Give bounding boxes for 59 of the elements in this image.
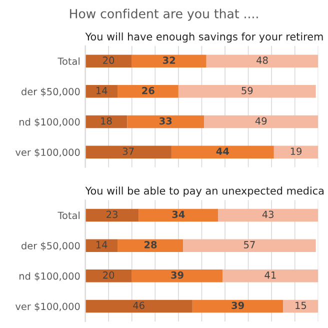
bar (85, 54, 132, 68)
bar (85, 208, 139, 222)
bar (222, 270, 318, 282)
data-label: 20 (103, 271, 114, 279)
data-label: 23 (106, 210, 118, 218)
data-label: 15 (296, 302, 306, 310)
bar (192, 300, 284, 313)
bar (118, 239, 184, 252)
data-label: 20 (103, 56, 114, 64)
data-label: 57 (244, 241, 255, 248)
bar (127, 115, 204, 128)
data-label: 49 (255, 117, 267, 125)
bar (85, 146, 172, 158)
chart-subtitle: You will be able to pay an unexpected medica (85, 186, 324, 197)
bar (132, 270, 223, 282)
data-label: 59 (242, 86, 253, 94)
y-tick-label: nd $100,000 (19, 272, 80, 282)
bar (85, 85, 118, 98)
y-tick-label: nd $100,000 (19, 118, 80, 127)
data-label: 14 (96, 87, 108, 94)
y-tick-label: Total (58, 212, 80, 220)
bar (138, 208, 218, 222)
bar (85, 270, 132, 282)
data-label: 32 (163, 56, 176, 64)
y-tick-label: ver $100,000 (15, 302, 80, 312)
bar (183, 239, 316, 252)
bar (274, 146, 318, 158)
y-tick-label: der $50,000 (22, 242, 80, 251)
data-label: 33 (160, 117, 172, 125)
data-label: 39 (171, 271, 184, 279)
y-tick-label: ver $100,000 (15, 148, 80, 158)
data-label: 48 (256, 56, 268, 64)
data-label: 46 (133, 302, 144, 310)
bar (85, 239, 118, 252)
bar (132, 54, 206, 68)
data-label: 41 (264, 272, 276, 279)
data-label: 18 (101, 117, 112, 125)
y-tick-label: Total (58, 57, 80, 65)
bar (283, 300, 318, 313)
data-label: 19 (290, 148, 302, 155)
y-tick-label: der $50,000 (22, 88, 80, 97)
bar (85, 300, 192, 313)
data-label: 44 (216, 148, 229, 155)
data-label: 14 (96, 241, 108, 248)
bar (218, 208, 318, 222)
data-label: 37 (122, 148, 134, 155)
bar (178, 85, 316, 98)
chart-title: How confident are you that .... (70, 8, 258, 21)
data-label: 39 (232, 302, 244, 310)
data-label: 34 (172, 210, 185, 218)
bar (171, 146, 274, 158)
bar (85, 115, 128, 128)
data-label: 26 (142, 86, 154, 94)
data-label: 28 (144, 241, 157, 248)
bar (206, 54, 318, 68)
data-label: 43 (262, 210, 274, 218)
bar (204, 115, 318, 128)
chart-subtitle: You will have enough savings for your retirem (85, 32, 323, 43)
bar (118, 85, 178, 98)
